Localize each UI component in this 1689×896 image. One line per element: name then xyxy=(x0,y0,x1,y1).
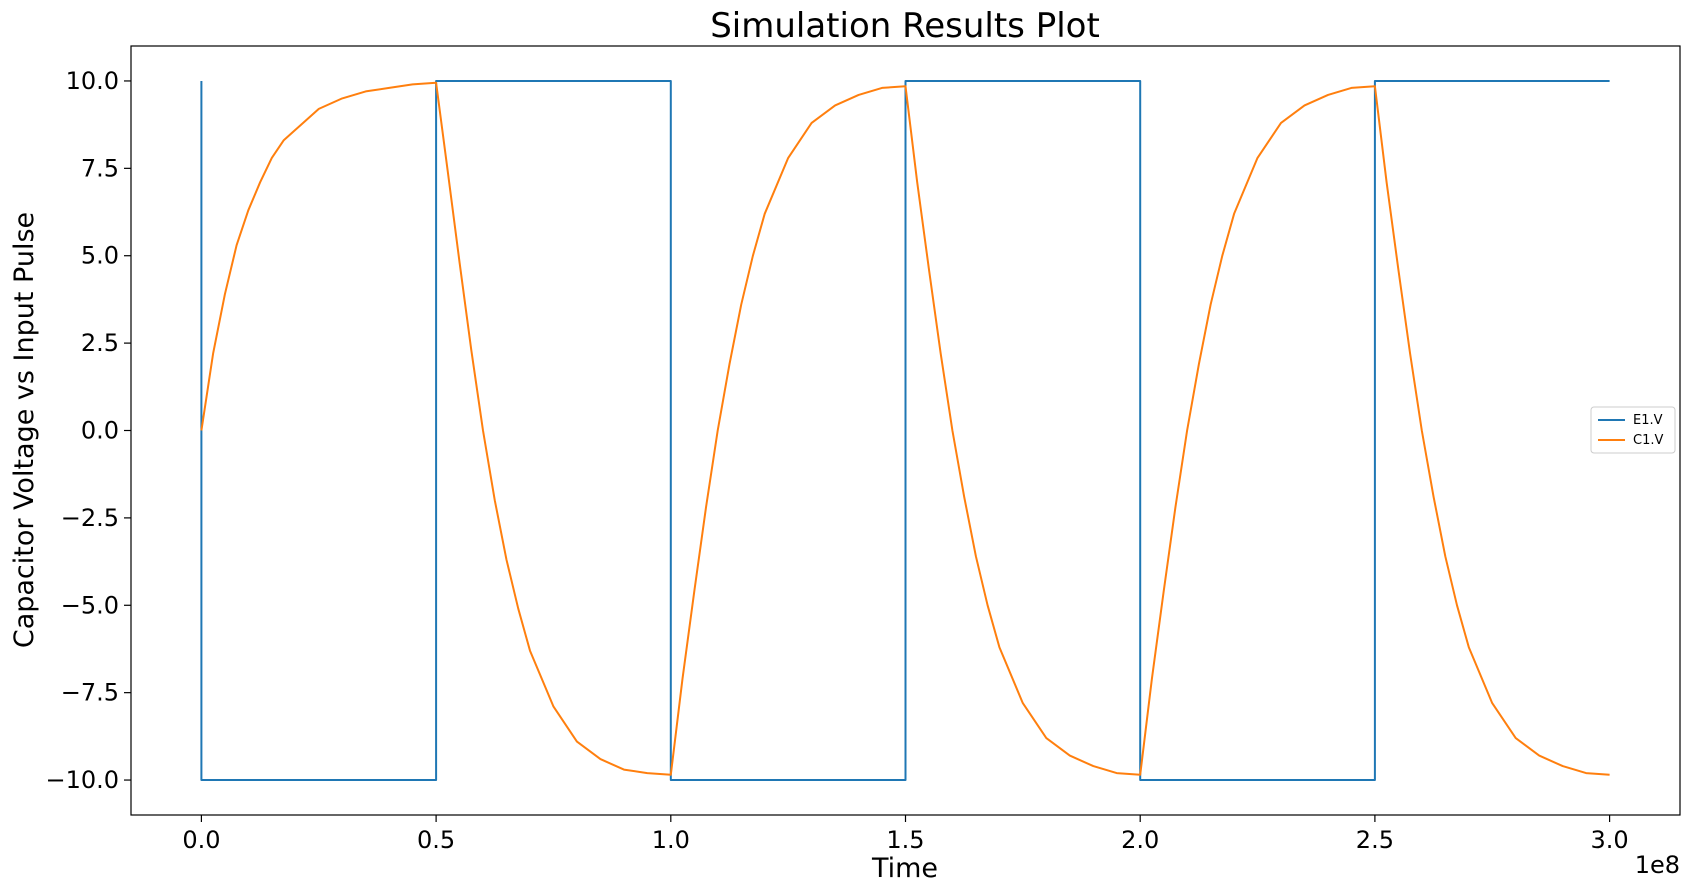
y-tick-label: 2.5 xyxy=(81,329,119,357)
chart-title: Simulation Results Plot xyxy=(710,6,1100,46)
y-tick-label: −5.0 xyxy=(61,591,119,619)
y-axis: 10.0 7.5 5.0 2.5 0.0 −2.5 −5.0 −7.5 −10.0 xyxy=(45,67,131,794)
y-tick-label: −10.0 xyxy=(45,766,119,794)
y-tick-label: 7.5 xyxy=(81,154,119,182)
y-axis-label: Capacitor Voltage vs Input Pulse xyxy=(9,212,40,648)
x-tick-label: 0.5 xyxy=(417,826,455,854)
legend-label-e1v: E1.V xyxy=(1633,413,1663,428)
x-tick-label: 2.0 xyxy=(1121,826,1159,854)
x-tick-label: 1.5 xyxy=(886,826,924,854)
y-tick-label: −7.5 xyxy=(61,679,119,707)
y-tick-label: 10.0 xyxy=(66,67,119,95)
y-tick-label: −2.5 xyxy=(61,504,119,532)
legend: E1.V C1.V xyxy=(1590,406,1676,454)
y-tick-label: 5.0 xyxy=(81,242,119,270)
legend-label-c1v: C1.V xyxy=(1633,433,1663,448)
x-tick-label: 3.0 xyxy=(1591,826,1629,854)
x-axis: 0.0 0.5 1.0 1.5 2.0 2.5 3.0 xyxy=(182,815,1629,854)
y-tick-label: 0.0 xyxy=(81,417,119,445)
x-tick-label: 0.0 xyxy=(182,826,220,854)
x-tick-label: 1.0 xyxy=(652,826,690,854)
series-line-c1v xyxy=(200,81,1610,776)
x-offset-text: 1e8 xyxy=(1635,851,1680,879)
legend-box xyxy=(1590,406,1676,454)
plot-area xyxy=(200,80,1610,781)
series-line-e1v xyxy=(200,80,1610,781)
x-tick-label: 2.5 xyxy=(1356,826,1394,854)
x-axis-label: Time xyxy=(871,853,938,884)
